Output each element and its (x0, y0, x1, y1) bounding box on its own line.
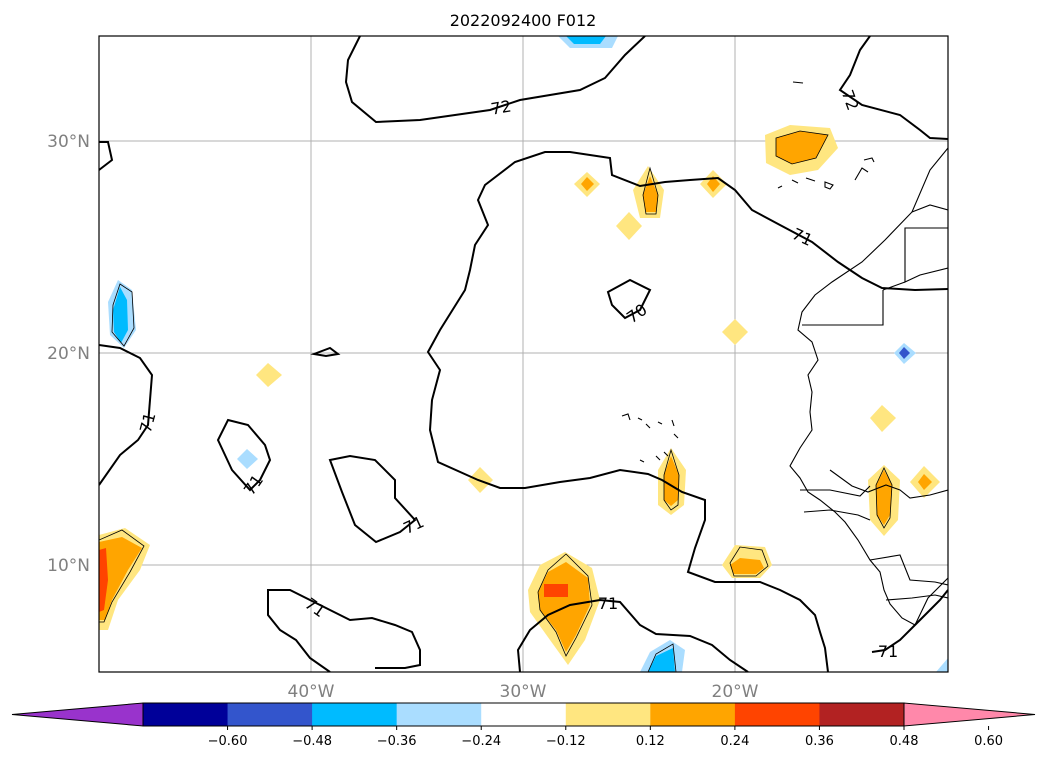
colorbar-segment (565, 703, 651, 726)
colorbar-tick-label: −0.24 (461, 734, 501, 749)
coast-africa (789, 147, 948, 626)
colorbar-segment (227, 703, 313, 726)
contour-label: 71 (598, 594, 618, 613)
fill-orange-left (99, 537, 142, 620)
lat-label-10n: 10°N (47, 556, 90, 576)
lat-label-20n: 20°N (47, 344, 90, 364)
colorbar: −0.60 −0.48 −0.36 −0.24 −0.12 0.12 0.24 0.36 0.4… (11, 702, 1036, 749)
colorbar-segment (143, 703, 229, 726)
fill-yellow-4 (616, 212, 642, 240)
fill-orange-se (730, 558, 764, 574)
fill-orange-coast (876, 470, 892, 525)
colorbar-segment (734, 703, 820, 726)
fill-orange-cv (664, 456, 679, 506)
border-7 (829, 469, 948, 499)
lat-label-30n: 30°N (47, 132, 90, 152)
colorbar-frame (142, 702, 905, 727)
colorbar-extend-max (903, 702, 1036, 727)
colorbar-segment (650, 703, 736, 726)
cape-verde (621, 413, 679, 463)
colorbar-tick-label: 0.12 (636, 734, 665, 749)
colorbar-segment (481, 703, 567, 726)
fill-blue-left-core (113, 287, 128, 343)
fill-blue-bottom-core (648, 648, 675, 672)
contour-label: 71 (878, 642, 898, 661)
fill-orange-9 (918, 474, 932, 490)
contour-71-leftblob (216, 418, 272, 492)
fill-blue-top-core (566, 36, 606, 44)
lon-label-40w: 40°W (288, 682, 335, 702)
colorbar-segment (312, 703, 398, 726)
colorbar-tick-label: 0.24 (720, 734, 749, 749)
border-8 (869, 554, 948, 586)
fill-blue-corner (936, 658, 948, 672)
madeira (792, 81, 804, 84)
colorbar-tick-label: −0.48 (292, 734, 332, 749)
fill-orange-1 (581, 177, 594, 191)
fill-blue-small (237, 449, 258, 469)
contour-71-southc (516, 598, 749, 672)
contour-small-loop (310, 346, 341, 358)
lon-label-30w: 30°W (500, 682, 547, 702)
colorbar-tick-label: 0.36 (805, 734, 834, 749)
plot-frame (98, 35, 949, 673)
lon-label-20w: 20°W (712, 682, 759, 702)
height-contours (99, 36, 948, 672)
colorbar-segment (396, 703, 482, 726)
fill-yellow-6 (256, 363, 282, 387)
colorbar-tick-label: −0.36 (377, 734, 417, 749)
contour-label: 72 (489, 96, 512, 118)
border-2 (802, 290, 884, 326)
contour-71-south (267, 589, 421, 672)
map-plot-area (99, 36, 948, 672)
colorbar-tick-label: 0.48 (890, 734, 919, 749)
fill-blue-east-core (899, 347, 910, 359)
contour-label: 71 (136, 410, 160, 435)
colorbar-tick-label: 0.60 (974, 734, 1003, 749)
fill-orange-ne (776, 131, 828, 164)
map-title: 2022092400 F012 (450, 11, 597, 30)
border-6 (803, 509, 871, 521)
border-1 (904, 227, 948, 283)
anomaly-fills (99, 36, 948, 672)
contour-left-top (99, 141, 114, 171)
anomaly-outlines (99, 130, 893, 672)
longitude-labels: 40°W 30°W 20°W (288, 682, 759, 702)
fill-red-left (99, 548, 108, 612)
contour-71-left (99, 344, 154, 486)
fill-red-south (544, 584, 568, 597)
fill-orange-3 (707, 176, 720, 192)
contour-71-islandblob (328, 454, 417, 544)
border-4 (911, 204, 948, 213)
contour-70 (606, 278, 652, 320)
contour-72-north (344, 36, 646, 124)
contour-72-ne (838, 36, 948, 140)
border-9 (885, 594, 948, 601)
fill-yellow-8 (870, 405, 896, 432)
colorbar-extend-min (11, 702, 144, 727)
contour-71-main (426, 151, 948, 672)
canary-islands (777, 157, 875, 190)
latitude-labels: 30°N 20°N 10°N (47, 132, 90, 576)
contour-71-se (871, 589, 948, 653)
colorbar-segment (819, 703, 905, 726)
fill-yellow-5 (722, 319, 748, 345)
colorbar-tick-label: −0.12 (546, 734, 586, 749)
coastlines (621, 81, 948, 626)
colorbar-tick-label: −0.60 (208, 734, 248, 749)
